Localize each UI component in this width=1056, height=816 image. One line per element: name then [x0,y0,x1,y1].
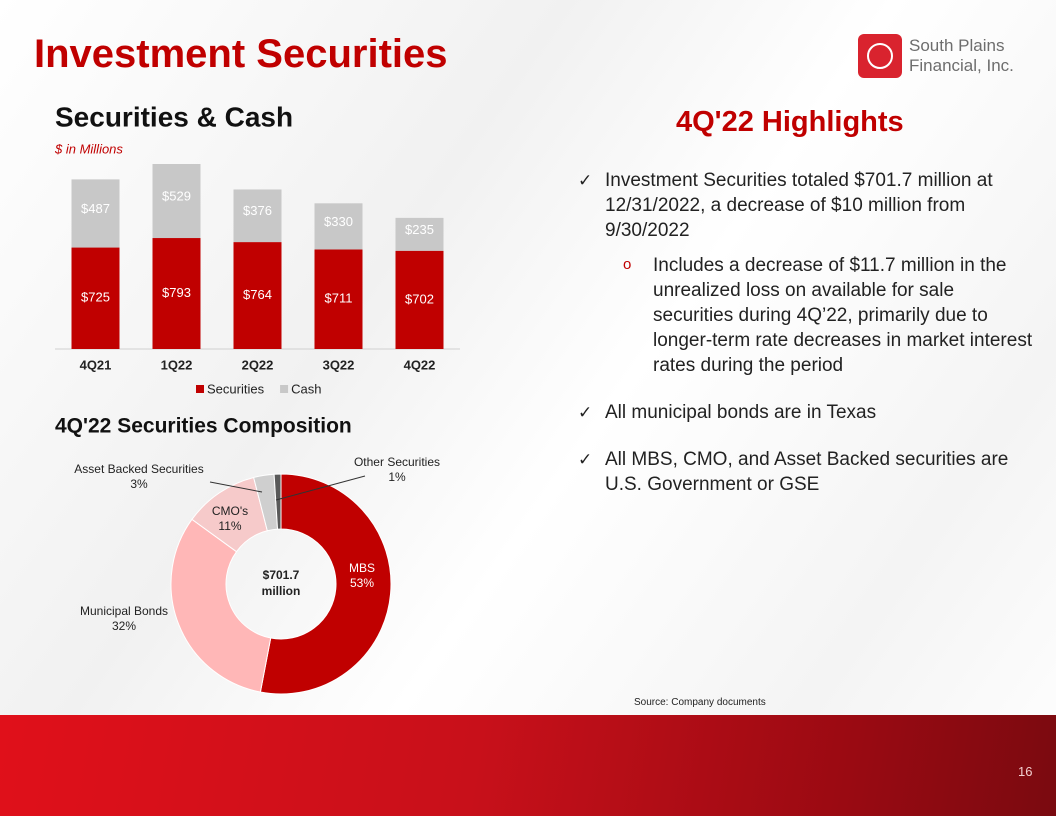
x-tick-label: 1Q22 [161,357,193,372]
logo-line: South Plains [909,36,1005,55]
bullet: All municipal bonds are in Texas [578,400,1038,425]
bar-segment [152,238,201,349]
bar-value-label: $764 [243,287,272,302]
bar-segment [152,164,201,239]
legend-label: Securities [207,381,265,396]
donut-center-label: $701.7 [263,568,300,582]
highlights-title: 4Q'22 Highlights [676,106,904,138]
slice-label: Municipal Bonds [80,604,168,618]
bar-value-label: $725 [81,290,110,305]
bar-segment [71,179,120,248]
donut-center-label: million [262,584,301,598]
x-tick-label: 4Q21 [80,357,112,372]
logo-text: South Plains Financial, Inc. [909,36,1014,76]
slice-label: CMO's [212,504,248,518]
footer-band [0,715,1056,816]
slice-value-label: 11% [218,519,241,533]
bullet: Investment Securities totaled $701.7 mil… [578,168,1038,378]
bullet-text: Investment Securities totaled $701.7 mil… [605,170,993,241]
page-number: 16 [1018,764,1033,779]
bar-value-label: $702 [405,291,434,306]
bar-value-label: $793 [162,285,191,300]
slice-value-label: 1% [388,470,406,484]
logo-icon [858,34,902,78]
donut-slice [170,518,272,693]
bar-value-label: $235 [405,222,434,237]
sub-bullet: Includes a decrease of $11.7 million in … [578,252,1033,378]
bar-segment [314,249,363,349]
legend-label: Cash [291,381,321,396]
bar-value-label: $376 [243,203,272,218]
bar-value-label: $529 [162,188,191,203]
bullet-text: All MBS, CMO, and Asset Backed securitie… [605,449,1009,495]
bullet-text: All municipal bonds are in Texas [605,402,877,423]
bar-chart-title: Securities & Cash [55,101,293,132]
slice-label: Other Securities [354,455,440,469]
x-tick-label: 2Q22 [242,357,274,372]
bar-value-label: $711 [325,291,353,306]
bar-segment [314,203,363,250]
leader-line [275,475,366,501]
bar-value-label: $330 [324,214,353,229]
bar-segment [395,217,444,251]
slice-value-label: 32% [112,619,136,633]
legend-swatch [280,385,289,393]
donut-chart-title: 4Q'22 Securities Composition [55,415,352,438]
highlights-list: Investment Securities totaled $701.7 mil… [578,168,1038,519]
slice-value-label: 3% [130,477,148,491]
slice-label: MBS [349,561,375,575]
logo: South Plains Financial, Inc. [858,34,1018,78]
bar-value-label: $487 [81,201,110,216]
bar-segment [233,242,282,349]
slide-title: Investment Securities [34,32,448,76]
bar-chart-subtitle: $ in Millions [54,141,123,156]
slice-value-label: 53% [350,576,374,590]
source-note: Source: Company documents [634,697,766,708]
logo-line: Financial, Inc. [909,56,1014,75]
x-tick-label: 3Q22 [323,357,355,372]
bar-segment [71,247,120,349]
bar-segment [395,250,444,349]
bar-segment [233,189,282,243]
slice-label: Asset Backed Securities [74,462,203,476]
bullet: All MBS, CMO, and Asset Backed securitie… [578,447,1038,497]
leader-line [209,481,263,493]
donut-slice [259,473,392,695]
charts: Securities & Cash $ in Millions 4Q'22 Se… [54,101,460,695]
legend-swatch [196,385,204,393]
x-tick-label: 4Q22 [404,357,436,372]
donut-slice [273,473,282,530]
